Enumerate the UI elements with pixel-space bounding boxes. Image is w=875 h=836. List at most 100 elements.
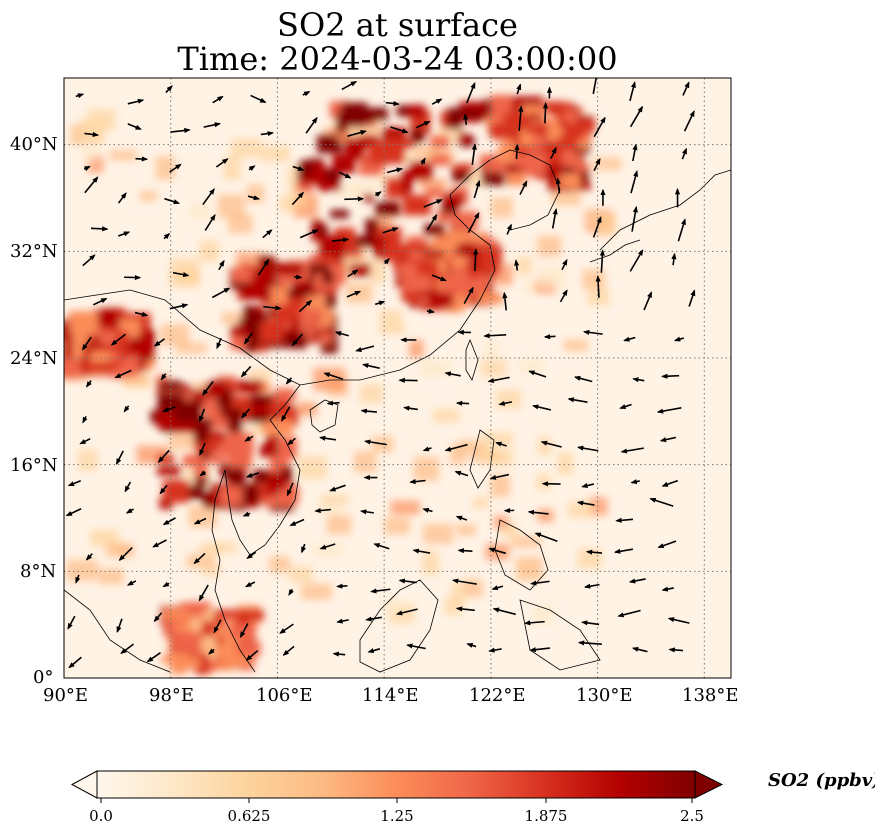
so2-hotspot-cell bbox=[157, 454, 174, 464]
wind-arrow bbox=[279, 623, 294, 634]
so2-hotspot-cell bbox=[235, 614, 252, 625]
wind-arrow bbox=[263, 305, 282, 311]
so2-hotspot-cell bbox=[400, 170, 413, 194]
so2-hotspot-cell bbox=[458, 132, 469, 145]
colorbar bbox=[70, 770, 724, 803]
colorbar-tick-1875: 1.875 bbox=[524, 807, 568, 825]
so2-hotspot-cell bbox=[271, 286, 290, 309]
so2-cell bbox=[289, 566, 313, 583]
wind-arrow bbox=[81, 336, 92, 351]
so2-cell bbox=[313, 367, 346, 392]
wind-arrow bbox=[409, 479, 426, 485]
so2-hotspot-cell bbox=[398, 138, 415, 149]
wind-arrow bbox=[543, 334, 556, 340]
so2-hotspot-cell bbox=[410, 128, 425, 144]
wind-arrow bbox=[170, 127, 191, 134]
wind-arrow bbox=[250, 94, 267, 104]
wind-arrow bbox=[114, 369, 132, 379]
wind-arrow bbox=[619, 403, 632, 409]
wind-arrow bbox=[583, 583, 600, 589]
wind-arrow bbox=[299, 229, 319, 239]
so2-hotspot-cell bbox=[320, 308, 333, 327]
wind-arrow bbox=[75, 574, 81, 584]
so2-cell bbox=[538, 265, 567, 288]
so2-cell bbox=[326, 514, 352, 535]
so2-hotspot-cell bbox=[96, 360, 124, 371]
so2-hotspot-cell bbox=[423, 250, 445, 259]
wind-arrow bbox=[671, 252, 677, 266]
wind-arrow bbox=[298, 299, 313, 313]
gridlines bbox=[64, 78, 731, 678]
wind-arrow bbox=[85, 553, 93, 561]
so2-cell bbox=[98, 568, 124, 585]
so2-hotspot-cell bbox=[537, 139, 566, 152]
wind-arrow bbox=[659, 436, 676, 443]
so2-hotspot-cell bbox=[300, 329, 315, 339]
so2-hotspot-cell bbox=[190, 616, 202, 632]
wind-arrow bbox=[581, 483, 594, 489]
so2-hotspot-cell bbox=[231, 267, 251, 282]
so2-hotspot-cell bbox=[219, 486, 243, 506]
so2-hotspot-cell bbox=[527, 124, 552, 135]
wind-arrow bbox=[75, 93, 85, 99]
wind-arrow bbox=[360, 408, 377, 414]
so2-hotspot-cell bbox=[322, 272, 334, 285]
so2-hotspot-cell bbox=[162, 479, 189, 503]
so2-hotspot-cell bbox=[276, 262, 303, 276]
so2-cell bbox=[481, 432, 514, 447]
so2-hotspot-cell bbox=[247, 327, 272, 338]
wind-arrow bbox=[383, 257, 390, 265]
so2-hotspot-cell bbox=[239, 318, 262, 327]
so2-cell bbox=[567, 501, 594, 519]
wind-arrow bbox=[403, 405, 418, 411]
colorbar-extend-max bbox=[694, 770, 724, 799]
wind-arrow bbox=[364, 439, 387, 446]
so2-hotspot-cell bbox=[360, 117, 375, 126]
so2-hotspot-cell bbox=[478, 245, 502, 266]
wind-arrow bbox=[422, 446, 432, 452]
so2-hotspot-cell bbox=[219, 408, 244, 417]
wind-arrow bbox=[593, 157, 601, 172]
wind-arrow bbox=[382, 227, 399, 234]
so2-hotspot-cell bbox=[159, 497, 173, 510]
wind-arrow bbox=[559, 289, 568, 303]
so2-hotspot-cell bbox=[521, 105, 544, 114]
lon-tick-130e: 130°E bbox=[576, 685, 633, 706]
wind-arrow bbox=[631, 205, 638, 232]
wind-arrow bbox=[374, 300, 386, 306]
wind-arrow bbox=[83, 165, 91, 172]
so2-hotspot-cell bbox=[242, 305, 257, 322]
wind-arrow bbox=[518, 105, 524, 131]
wind-arrow bbox=[336, 583, 348, 589]
so2-hotspot-cell bbox=[290, 333, 307, 349]
wind-arrow bbox=[551, 208, 558, 229]
so2-hotspot-cell bbox=[547, 117, 559, 141]
wind-arrow bbox=[422, 507, 433, 513]
so2-cell bbox=[409, 340, 424, 358]
so2-hotspot-cell bbox=[344, 137, 365, 160]
wind-arrow bbox=[193, 552, 206, 565]
so2-hotspot-cell bbox=[198, 449, 215, 461]
so2-hotspot-cell bbox=[208, 381, 224, 397]
wind-arrow bbox=[115, 450, 124, 465]
so2-hotspot-cell bbox=[451, 163, 474, 173]
wind-arrow bbox=[204, 214, 216, 231]
wind-arrow bbox=[248, 165, 256, 172]
wind-arrow bbox=[172, 271, 190, 278]
so2-cell bbox=[203, 564, 221, 577]
wind-arrow bbox=[467, 211, 480, 234]
so2-cell bbox=[495, 389, 522, 409]
wind-arrow bbox=[160, 373, 167, 381]
wind-arrow bbox=[208, 648, 215, 655]
wind-arrow bbox=[649, 497, 674, 507]
wind-arrow bbox=[245, 472, 260, 478]
wind-arrow bbox=[288, 588, 294, 596]
so2-hotspot-cell bbox=[342, 113, 366, 127]
wind-arrow bbox=[332, 651, 346, 657]
wind-arrow bbox=[285, 377, 293, 385]
wind-arrow bbox=[398, 578, 417, 584]
so2-hotspot-cell bbox=[360, 161, 385, 174]
wind-arrow bbox=[110, 333, 127, 346]
wind-arrow bbox=[631, 646, 648, 653]
